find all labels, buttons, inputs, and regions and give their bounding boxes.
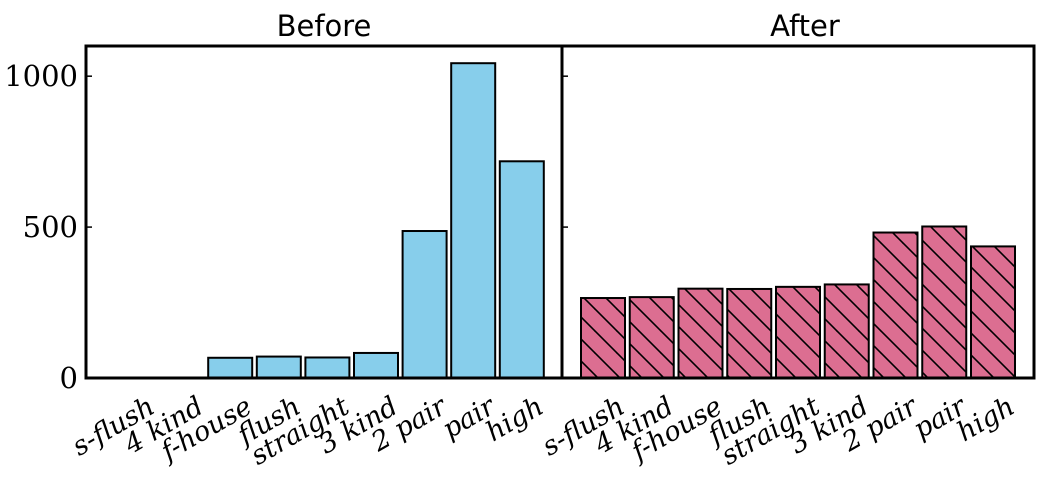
y-tick-label-1000: 1000 [4, 59, 78, 93]
y-tick-label-0: 0 [60, 361, 78, 395]
bar-before-f-house [207, 356, 254, 379]
bars-after [580, 225, 1016, 380]
bar-after-2-pair [872, 231, 919, 379]
frame-after [560, 44, 1036, 380]
bar-after-pair [921, 225, 968, 379]
bar-after-high [970, 245, 1016, 379]
bar-after-f-house [677, 287, 724, 379]
bar-after-flush [726, 287, 773, 379]
y-tick-label-500: 500 [23, 210, 78, 244]
bar-before-high [498, 160, 545, 379]
y-axis: 0 500 1000 [4, 59, 92, 395]
bar-before-2-pair [401, 230, 448, 379]
bar-before-pair [450, 62, 497, 379]
bar-before-straight [304, 356, 351, 379]
x-tick-label-after-high: high [952, 391, 1020, 448]
bar-after-4-kind [628, 296, 675, 380]
bar-after-s-flush [580, 297, 626, 380]
bar-before-flush [255, 355, 302, 380]
bar-after-3-kind [823, 283, 870, 380]
panel-title-after: After [770, 9, 840, 43]
bar-before-3-kind [353, 351, 399, 380]
panel-title-before: Before [277, 9, 372, 43]
bars-before [158, 62, 545, 380]
bar-after-straight [775, 285, 821, 380]
axes-frames [84, 44, 1036, 380]
